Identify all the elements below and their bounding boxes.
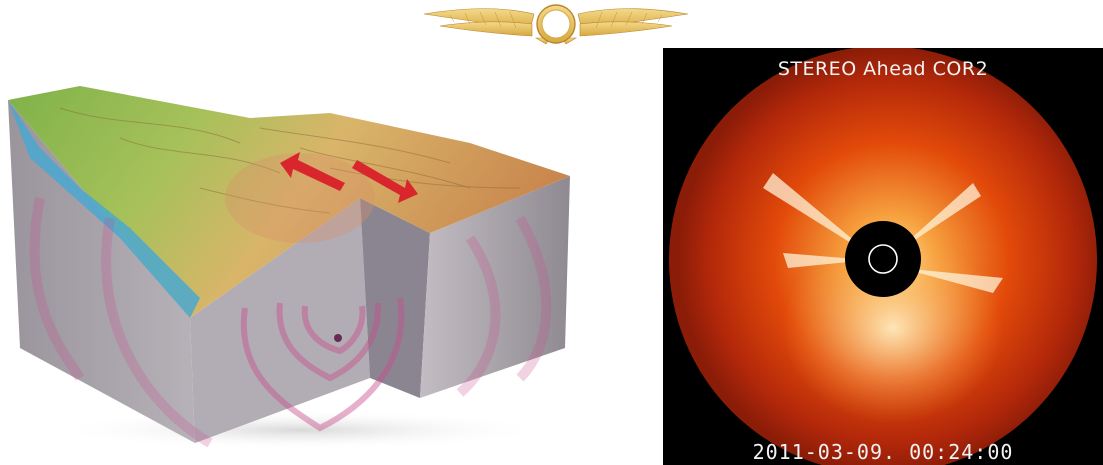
winged-sun-disk-icon xyxy=(423,4,689,45)
coronagraph-timestamp: 2011-03-09. 00:24:00 xyxy=(752,440,1014,464)
hypocenter-dot-icon xyxy=(334,334,342,342)
occulter-disk-icon xyxy=(845,221,921,297)
earthquake-block-diagram xyxy=(0,48,640,465)
winged-sun-logo xyxy=(420,0,692,46)
fault-motion-arrow-left-icon xyxy=(280,152,345,191)
fault-motion-arrow-right-icon xyxy=(352,160,418,203)
coronagraph-title: STEREO Ahead COR2 xyxy=(777,58,989,80)
sun-limb-icon xyxy=(868,244,898,274)
coronagraph-image: STEREO Ahead COR2 2011-03-09. 00:24:00 xyxy=(663,48,1103,465)
